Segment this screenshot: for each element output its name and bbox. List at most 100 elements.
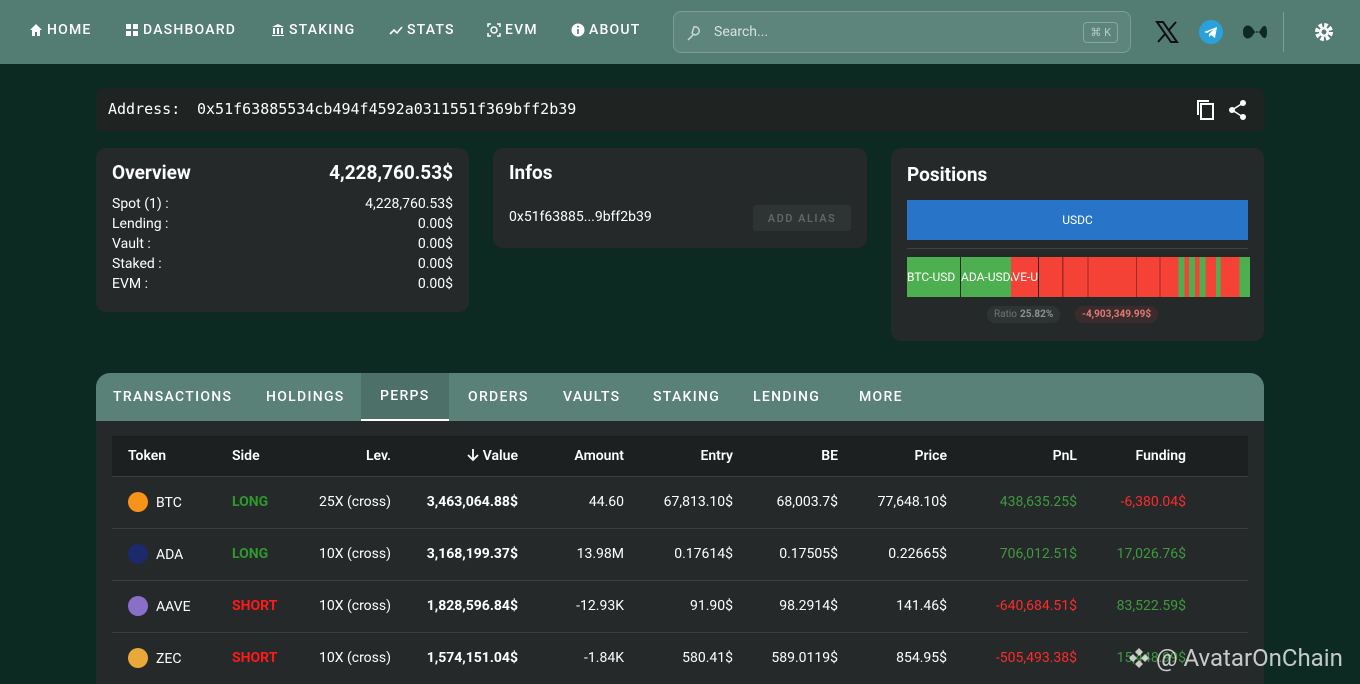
watermark-logo bbox=[1129, 648, 1149, 668]
cell-text: 1,828,596.84$ bbox=[426, 598, 518, 614]
search-icon bbox=[687, 26, 700, 41]
overview-row: EVM : 0.00$ bbox=[112, 276, 453, 292]
add-alias-button[interactable]: ADD ALIAS bbox=[753, 205, 851, 231]
table-row[interactable]: AAVE SHORT 10X (cross) 1,828,596.84$ -12.93K… bbox=[112, 579, 1248, 632]
table-cell: LONG bbox=[220, 475, 300, 528]
nav-item[interactable]: ABOUT bbox=[571, 22, 640, 38]
column-label: Lev. bbox=[365, 447, 391, 464]
tab[interactable]: MORE bbox=[859, 389, 903, 405]
address-value: 0x51f63885534cb494f4592a0311551f369bff2b… bbox=[197, 100, 577, 118]
column-label: Funding bbox=[1135, 447, 1186, 464]
nav-item[interactable]: DASHBOARD bbox=[125, 22, 236, 38]
overview-row: Spot (1) : 4,228,760.53$ bbox=[112, 196, 453, 212]
cell-text: 44.60 bbox=[588, 494, 624, 510]
tab[interactable]: PERPS bbox=[361, 373, 449, 421]
column-header[interactable]: Amount bbox=[518, 436, 624, 476]
tab[interactable]: TRANSACTIONS bbox=[113, 389, 233, 405]
nav-item[interactable]: EVM bbox=[487, 22, 538, 38]
table-row[interactable]: ZEC SHORT 10X (cross) 1,574,151.04$ -1.84K 58… bbox=[112, 631, 1248, 684]
table-cell: 0.17505$ bbox=[733, 527, 838, 580]
tab[interactable]: STAKING bbox=[653, 389, 721, 405]
column-header[interactable]: Funding bbox=[1077, 436, 1186, 476]
sort-arrow bbox=[467, 448, 479, 462]
cell-text: 15,448.99$ bbox=[1116, 650, 1186, 667]
cell-text: SHORT bbox=[232, 650, 278, 667]
cell-text: 580.41$ bbox=[682, 650, 733, 667]
nav-label: STATS bbox=[407, 22, 455, 38]
shortcut: ⌘ K bbox=[1083, 22, 1118, 43]
cell-text: 706,012.51$ bbox=[999, 546, 1077, 562]
cell-text: 10X (cross) bbox=[318, 546, 391, 562]
table-cell: 44.60 bbox=[518, 475, 624, 528]
column-header[interactable]: Lev. bbox=[300, 436, 391, 476]
nav-label: ABOUT bbox=[589, 22, 641, 38]
overview-row: Lending : 0.00$ bbox=[112, 216, 453, 232]
column-label: Token bbox=[128, 447, 167, 464]
cell-text: BTC bbox=[156, 495, 182, 511]
copy-icon[interactable] bbox=[1196, 99, 1216, 121]
watermark: @ AvatarOnChain bbox=[1128, 644, 1343, 672]
table-cell: -1.84K bbox=[518, 631, 624, 684]
settings-icon[interactable] bbox=[1313, 21, 1335, 43]
table-cell: 25X (cross) bbox=[300, 475, 391, 528]
table-cell: 589.0119$ bbox=[733, 631, 838, 684]
table-cell: 706,012.51$ bbox=[947, 527, 1077, 580]
share-icon[interactable] bbox=[1228, 99, 1248, 121]
nav-item[interactable]: STAKING bbox=[271, 22, 355, 38]
ratio-label: Ratio bbox=[994, 309, 1018, 320]
column-header[interactable]: PnL bbox=[947, 436, 1077, 476]
tab[interactable]: LENDING bbox=[753, 389, 821, 405]
search-placeholder: Search... bbox=[714, 24, 769, 40]
table-cell: 91.90$ bbox=[624, 579, 733, 632]
hyperliquid-icon[interactable] bbox=[1241, 21, 1269, 43]
infos-card: Infos 0x51f63885...9bff2b39 ADD ALIAS bbox=[493, 148, 867, 248]
cell-text: -1.84K bbox=[584, 650, 624, 667]
cell-text: 91.90$ bbox=[689, 598, 733, 614]
table-cell: 83,522.59$ bbox=[1077, 579, 1186, 632]
cell-text: 68,003.7$ bbox=[776, 494, 838, 510]
table-cell: 0.22665$ bbox=[838, 527, 947, 580]
nav-item[interactable]: HOME bbox=[29, 22, 92, 38]
table-cell: 854.95$ bbox=[838, 631, 947, 684]
cell-text: -12.93K bbox=[576, 598, 624, 614]
token-icon bbox=[128, 648, 148, 669]
column-header[interactable]: Value bbox=[391, 436, 518, 476]
table-row[interactable]: BTC LONG 25X (cross) 3,463,064.88$ 44.60 67,8… bbox=[112, 475, 1248, 528]
column-label: Amount bbox=[574, 447, 624, 464]
overview-label: EVM : bbox=[112, 276, 148, 292]
column-header[interactable]: Price bbox=[838, 436, 947, 476]
table-cell: 1,574,151.04$ bbox=[391, 631, 518, 684]
column-header[interactable]: BE bbox=[733, 436, 838, 476]
tab[interactable]: ORDERS bbox=[468, 389, 529, 405]
column-label: BE bbox=[821, 447, 838, 464]
column-header[interactable]: Token bbox=[112, 436, 220, 476]
divider bbox=[907, 248, 1248, 249]
cell-text: 13.98M bbox=[576, 546, 624, 562]
column-header[interactable]: Entry bbox=[624, 436, 733, 476]
telegram-icon[interactable] bbox=[1199, 20, 1223, 44]
position-segment: ADA-USD bbox=[961, 257, 1011, 297]
position-segments-small bbox=[1039, 257, 1250, 297]
cell-text: 438,635.25$ bbox=[999, 494, 1077, 510]
cell-text: -640,684.51$ bbox=[995, 598, 1077, 614]
watermark-text: @ AvatarOnChain bbox=[1155, 644, 1343, 672]
column-header[interactable]: Side bbox=[220, 436, 300, 476]
address-label: Address: bbox=[108, 100, 181, 118]
tab[interactable]: VAULTS bbox=[563, 389, 621, 405]
overview-total: 4,228,760.53$ bbox=[329, 161, 453, 184]
tab[interactable]: HOLDINGS bbox=[266, 389, 345, 405]
nav-item[interactable]: STATS bbox=[389, 22, 455, 38]
cell-text: AAVE bbox=[156, 599, 191, 615]
table-cell bbox=[1186, 527, 1248, 580]
ratio-value: 25.82% bbox=[1020, 309, 1054, 320]
x-icon[interactable] bbox=[1155, 20, 1179, 44]
table-row[interactable]: ADA LONG 10X (cross) 3,168,199.37$ 13.98M 0.1… bbox=[112, 527, 1248, 580]
cell-text: 10X (cross) bbox=[318, 598, 391, 614]
table-cell bbox=[1186, 579, 1248, 632]
table-cell: 13.98M bbox=[518, 527, 624, 580]
positions-card: Positions USDC BTC-USD ADA-USD AVE-U Rat… bbox=[891, 148, 1264, 341]
search-box[interactable]: Search... ⌘ K bbox=[673, 11, 1131, 53]
cell-text: -505,493.38$ bbox=[995, 650, 1077, 667]
overview-value: 4,228,760.53$ bbox=[365, 196, 453, 212]
